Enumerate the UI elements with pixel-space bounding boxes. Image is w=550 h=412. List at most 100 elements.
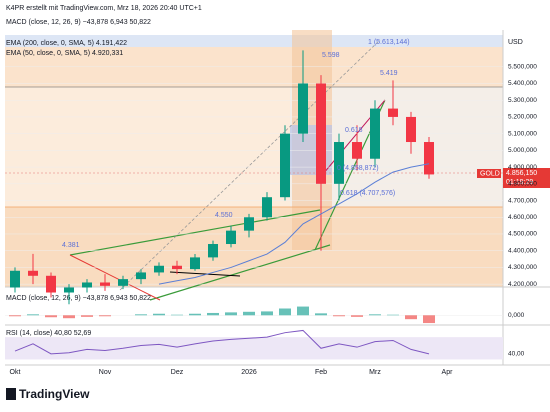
trend-line	[119, 39, 381, 291]
trend-line	[149, 244, 331, 301]
annotation: 5.419	[380, 70, 398, 77]
annotation: 0.618 (4.707,576)	[340, 190, 395, 197]
x-tick-label: Apr	[442, 369, 454, 376]
y-tick-label: 5.500,000	[508, 63, 537, 70]
y-tick-label: 5.000,000	[508, 147, 537, 154]
macd-bar	[81, 315, 93, 317]
candle-body	[280, 133, 290, 198]
legend: MACD (close, 12, 26, 9) −43,878 6,943 50…	[6, 19, 151, 26]
candle-body	[100, 282, 110, 286]
logo	[6, 388, 16, 400]
candle-body	[190, 257, 200, 270]
y-tick-label: 4.600,000	[508, 214, 537, 221]
annotation: 5.598	[322, 52, 340, 59]
x-tick-label: Feb	[315, 369, 327, 376]
y-tick-label: 4.500,000	[508, 231, 537, 238]
macd-bar	[261, 311, 273, 316]
y-tick-label: 5.100,000	[508, 130, 537, 137]
candle-body	[388, 108, 398, 117]
y-tick-label: 0,000	[508, 312, 525, 319]
y-tick-label: 5.300,000	[508, 97, 537, 104]
candle-body	[298, 83, 308, 134]
x-tick-label: Dez	[171, 369, 184, 376]
y-tick-label: 40,00	[508, 351, 525, 358]
macd-bar	[333, 315, 345, 317]
currency: USD	[508, 39, 523, 46]
x-tick-label: Nov	[99, 369, 112, 376]
candle-body	[352, 142, 362, 159]
y-tick-label: 4.700,000	[508, 197, 537, 204]
macd-bar	[279, 308, 291, 316]
candle-body	[172, 265, 182, 270]
macd-bar	[63, 315, 75, 319]
y-tick-label: 4.300,000	[508, 264, 537, 271]
header: K4PR erstellt mit TradingView.com, Mrz 1…	[6, 5, 202, 12]
candle-body	[424, 142, 434, 175]
macd-bar	[351, 315, 363, 317]
macd-bar	[207, 312, 219, 316]
zone	[5, 87, 290, 207]
macd-bar	[171, 314, 183, 316]
price-tag	[503, 168, 550, 188]
y-tick-label: 4.400,000	[508, 247, 537, 254]
candle-body	[316, 83, 326, 184]
annotation: 4.550	[215, 212, 233, 219]
candle-body	[406, 116, 416, 143]
annotation: 4.381	[62, 242, 80, 249]
candle-body	[10, 270, 20, 288]
macd-bar	[27, 314, 39, 316]
candle-body	[118, 279, 128, 286]
macd-bar	[9, 315, 21, 317]
macd-bar	[387, 314, 399, 316]
annotation: 0.618	[345, 127, 363, 134]
macd-bar	[189, 313, 201, 316]
macd-bar	[45, 315, 57, 318]
x-tick-label: 2026	[241, 369, 257, 376]
macd-bar	[423, 315, 435, 324]
y-tick-label: 4.200,000	[508, 281, 537, 288]
symbol: GOLD	[480, 170, 500, 177]
rsi-band	[5, 337, 503, 360]
macd-bar	[243, 311, 255, 316]
y-tick-label: 5.200,000	[508, 114, 537, 121]
ema-line	[158, 163, 430, 285]
candle-body	[244, 217, 254, 231]
x-tick-label: Okt	[10, 369, 21, 376]
trend-line	[169, 271, 241, 277]
trend-line	[69, 254, 161, 301]
rsi-line	[14, 329, 430, 355]
macd-bar	[369, 314, 381, 316]
candle-body	[208, 244, 218, 258]
candle-body	[82, 282, 92, 288]
y-tick-label: 4.800,000	[508, 181, 537, 188]
macd-bar	[135, 314, 147, 316]
macd-bar	[225, 312, 237, 316]
macd-bar	[405, 315, 417, 320]
macd-bar	[297, 306, 309, 316]
candle-body	[136, 272, 146, 280]
macd-bar	[315, 313, 327, 316]
y-tick-label: 4.900,000	[508, 164, 537, 171]
candle-body	[46, 275, 56, 293]
footer: TradingView	[19, 387, 90, 401]
symbol-tag	[477, 169, 501, 178]
zone	[5, 35, 503, 47]
candle-body	[226, 230, 236, 245]
annotation: 0 (4.858,872)	[337, 165, 379, 172]
last-price: 4.856,150	[506, 170, 537, 177]
candle-body	[64, 287, 74, 293]
legend: EMA (200, close, 0, SMA, 5) 4.191,422	[6, 40, 127, 47]
rsi-legend: RSI (14, close) 40,80 52,69	[6, 330, 91, 337]
candle-body	[370, 108, 380, 159]
annotation: 1 (5.613,144)	[368, 39, 410, 46]
candle-body	[334, 142, 344, 184]
y-tick-label: 5.400,000	[508, 80, 537, 87]
macd-bar	[153, 313, 165, 316]
candle-body	[154, 265, 164, 273]
countdown: 01:19:29	[506, 179, 533, 186]
macd-bar	[99, 315, 111, 317]
candle-body	[28, 270, 38, 276]
candle-body	[262, 197, 272, 218]
macd-legend: MACD (close, 12, 26, 9) −43,878 6,943 50…	[6, 295, 151, 302]
